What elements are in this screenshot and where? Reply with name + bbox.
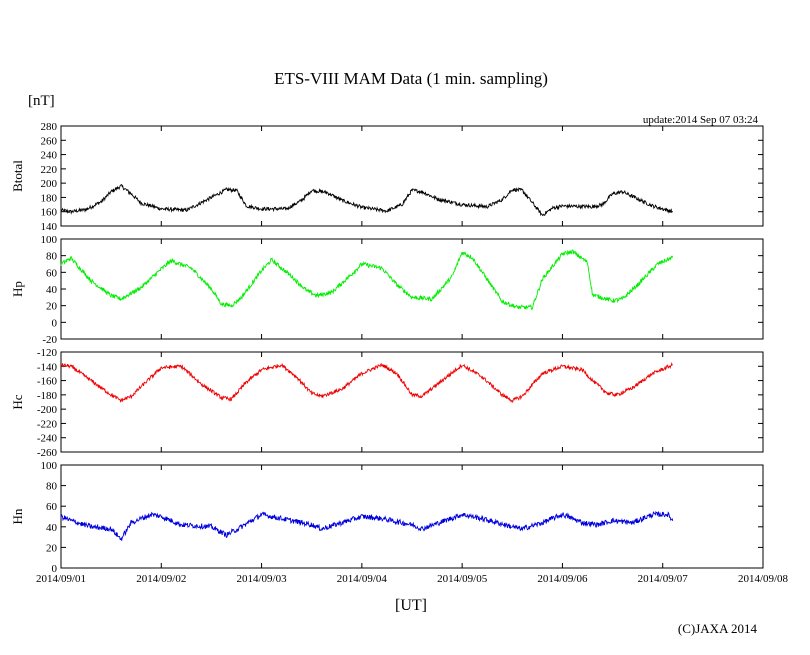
x-tick-label: 2014/09/05 (437, 573, 488, 585)
series-line-hp (60, 249, 674, 310)
y-axis-label-hc: Hc (10, 394, 25, 409)
y-tick-label: 40 (46, 284, 58, 296)
y-tick-label: 0 (52, 563, 58, 575)
y-tick-label: 140 (41, 221, 58, 233)
series-line-hc (60, 362, 673, 404)
y-axis-label-btotal: Btotal (10, 160, 25, 192)
x-tick-label: 2014/09/07 (638, 573, 689, 585)
x-tick-label: 2014/09/06 (537, 573, 588, 585)
panel-btotal: 280 260 240 220 200 180 160 140 Btotal (10, 121, 764, 233)
y-tick-label: 160 (41, 207, 58, 219)
panel-hp: 100 80 60 40 20 0 -20 Hp (10, 234, 764, 346)
y-tick-label: -200 (37, 404, 58, 416)
y-tick-label: 60 (46, 267, 58, 279)
y-tick-label: -240 (37, 433, 58, 445)
y-tick-label: -160 (37, 376, 58, 388)
panel-frame (60, 351, 764, 453)
y-tick-label: -20 (42, 334, 57, 346)
x-tick-label: 2014/09/03 (237, 573, 288, 585)
y-tick-label: 200 (41, 178, 58, 190)
y-tick-label: -220 (37, 418, 58, 430)
chart-title: ETS-VIII MAM Data (1 min. sampling) (274, 69, 548, 88)
y-tick-label: -180 (37, 390, 58, 402)
y-tick-label: 20 (46, 542, 58, 554)
y-tick-label: -260 (37, 447, 58, 459)
y-tick-label: 240 (41, 150, 58, 162)
panel-hn: 100 80 60 40 20 0 Hn (10, 460, 764, 575)
series-line-hn (60, 510, 674, 541)
y-tick-label: 220 (41, 164, 58, 176)
unit-label: [nT] (28, 93, 55, 109)
y-tick-label: 20 (46, 301, 58, 313)
y-tick-label: -120 (37, 347, 58, 359)
y-tick-label: 180 (41, 192, 58, 204)
copyright-text: (C)JAXA 2014 (678, 621, 758, 636)
y-axis-label-hp: Hp (10, 281, 25, 297)
x-tick-label: 2014/09/08 (738, 573, 789, 585)
panel-hc: -120 -140 -160 -180 -200 -220 -240 -260 Hc (10, 347, 764, 459)
x-tick-label: 2014/09/04 (337, 573, 388, 585)
y-tick-label: -140 (37, 361, 58, 373)
panel-frame (60, 238, 764, 340)
y-axis-label-hn: Hn (10, 508, 25, 524)
y-tick-label: 60 (46, 501, 58, 513)
y-tick-label: 40 (46, 522, 58, 534)
x-axis-labels: 2014/09/01 2014/09/02 2014/09/03 2014/09/04… (36, 573, 789, 585)
y-tick-label: 0 (52, 317, 58, 329)
y-tick-label: 80 (46, 481, 58, 493)
update-timestamp: update:2014 Sep 07 03:24 (643, 114, 759, 126)
y-tick-label: 100 (41, 460, 58, 472)
panel-frame (60, 125, 764, 227)
y-tick-label: 260 (41, 135, 58, 147)
y-tick-label: 80 (46, 251, 58, 263)
x-axis-label: [UT] (395, 597, 427, 614)
panel-frame (60, 464, 764, 569)
y-tick-label: 100 (41, 234, 58, 246)
x-tick-label: 2014/09/01 (36, 573, 86, 585)
series-line-btotal (60, 183, 674, 217)
x-tick-label: 2014/09/02 (136, 573, 186, 585)
y-tick-label: 280 (41, 121, 58, 133)
panels-group: 280260240220200180160140Btotal1008060402… (10, 121, 764, 575)
